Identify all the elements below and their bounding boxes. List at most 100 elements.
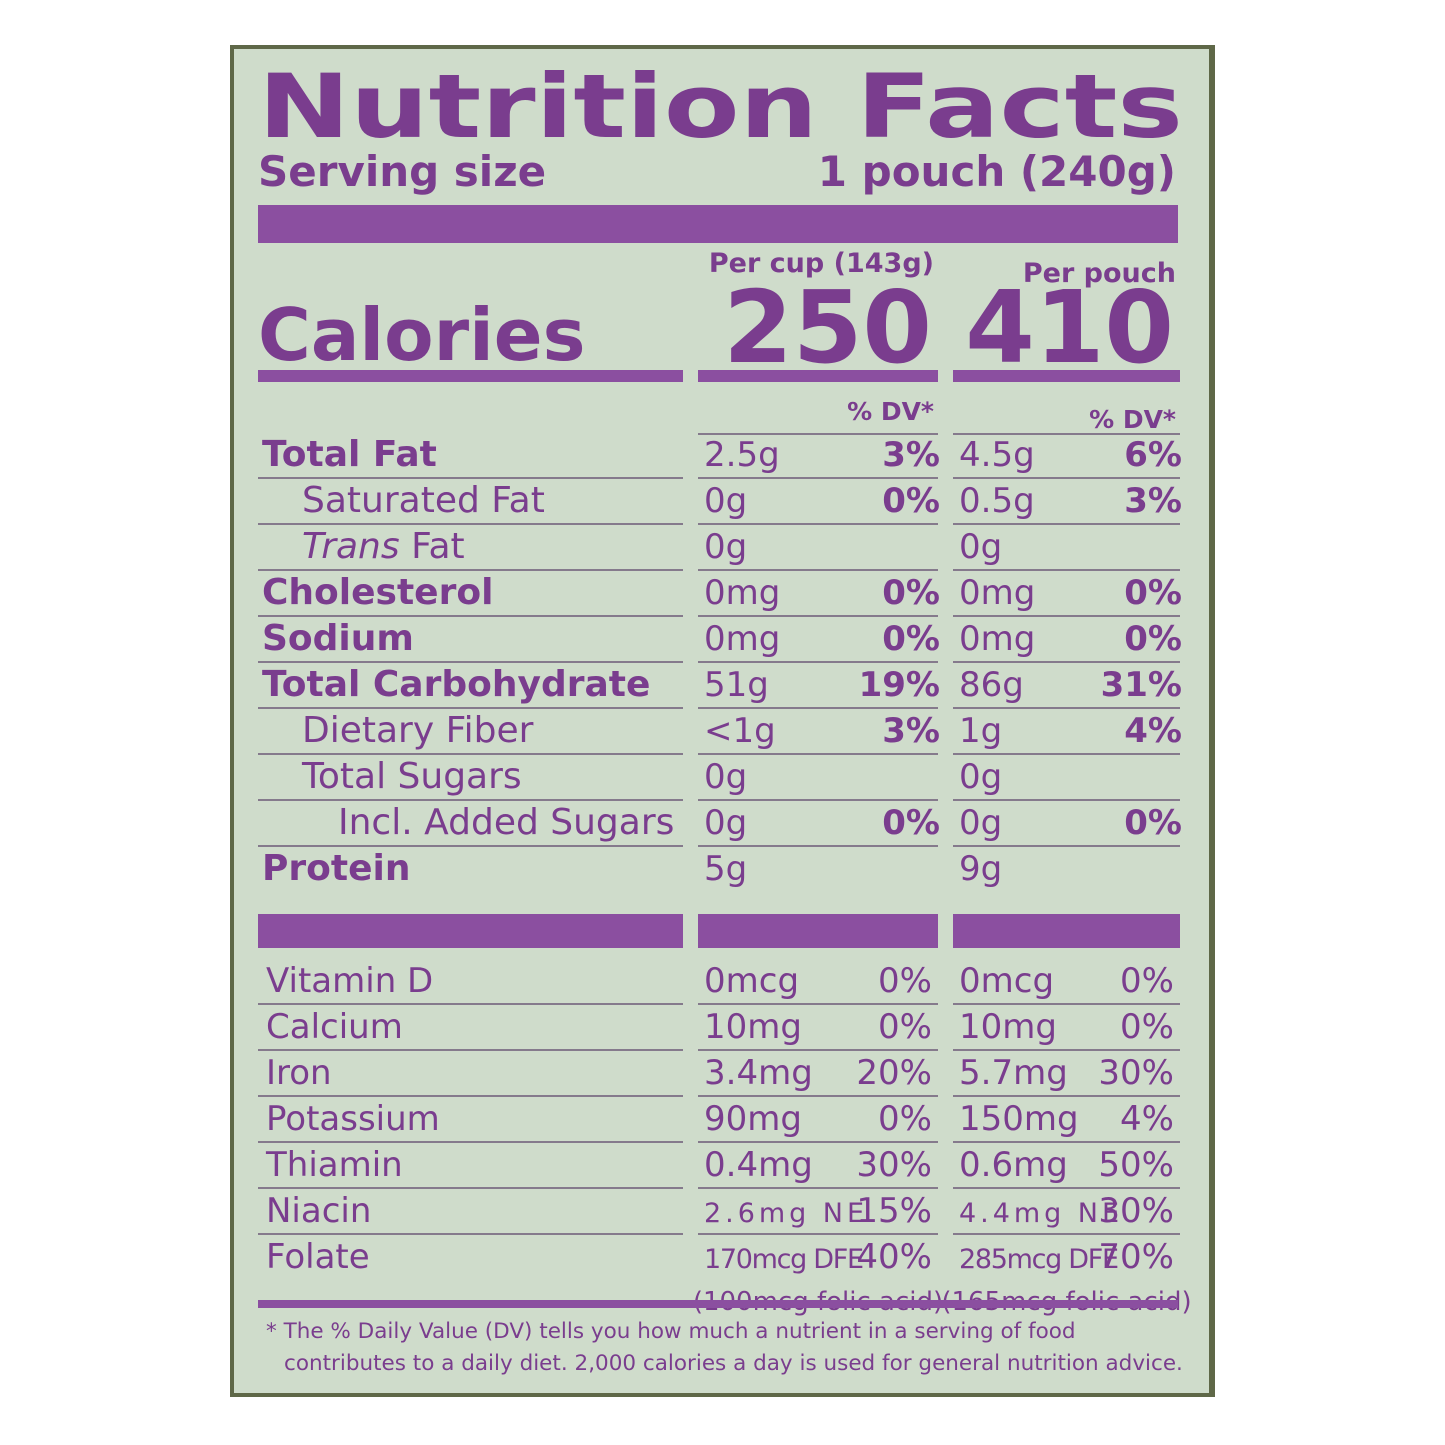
nutrient-name: Sodium: [262, 618, 414, 659]
amount: 9g: [959, 849, 1002, 889]
amount: 0g: [704, 527, 747, 567]
amount: 0g: [959, 803, 1002, 843]
amount: <1g: [704, 711, 776, 751]
amount: 0mg: [704, 573, 780, 613]
medium-bar: [698, 370, 938, 382]
nutrient-name-text: Fat: [400, 526, 465, 567]
amount: 4.4mg NE: [959, 1198, 1119, 1229]
nutrient-name-italic: Trans: [302, 526, 400, 567]
amount: 0.4mg: [704, 1145, 813, 1185]
dv-header: % DV*: [847, 397, 934, 426]
percent-dv: 30%: [1098, 1191, 1174, 1231]
amount: 150mg: [959, 1099, 1079, 1139]
amount: 0mg: [959, 619, 1035, 659]
amount: 4.5g: [959, 435, 1035, 475]
nutrient-name-text: Sodium: [262, 618, 414, 659]
amount: 51g: [704, 665, 769, 705]
vitamin-name: Vitamin D: [266, 961, 433, 1001]
medium-bar: [953, 370, 1180, 382]
vitamin-name: Potassium: [266, 1099, 440, 1139]
amount: 2.6mg NE: [704, 1198, 864, 1229]
percent-dv: 4%: [1124, 711, 1182, 751]
percent-dv: 50%: [1098, 1145, 1174, 1185]
nutrient-name-text: Cholesterol: [262, 572, 493, 613]
amount: 0mcg: [704, 961, 799, 1001]
percent-dv: 70%: [1098, 1237, 1174, 1277]
amount: 2.5g: [704, 435, 780, 475]
nutrient-name-text: Incl. Added Sugars: [338, 802, 674, 843]
amount: 0g: [959, 757, 1002, 797]
percent-dv: 20%: [856, 1053, 932, 1093]
nutrient-name-text: Total Carbohydrate: [262, 664, 650, 705]
nutrient-name: Protein: [262, 848, 410, 889]
percent-dv: 30%: [856, 1145, 932, 1185]
nutrient-name: Total Fat: [262, 434, 437, 475]
amount: 285mcg DFE: [959, 1244, 1119, 1275]
percent-dv: 0%: [882, 481, 940, 521]
amount: 0.5g: [959, 481, 1035, 521]
amount: 0g: [959, 527, 1002, 567]
nutrient-name-text: Total Sugars: [301, 756, 522, 797]
percent-dv: 0%: [1124, 619, 1182, 659]
amount: 0g: [704, 757, 747, 797]
amount: 0mg: [959, 573, 1035, 613]
percent-dv: 0%: [882, 573, 940, 613]
amount: 0g: [704, 481, 747, 521]
amount: 5.7mg: [959, 1053, 1068, 1093]
nutrient-name: Cholesterol: [262, 572, 493, 613]
percent-dv: 0%: [878, 1007, 932, 1047]
percent-dv: 0%: [1124, 803, 1182, 843]
nutrient-name-text: Saturated Fat: [302, 480, 545, 521]
amount: 90mg: [704, 1099, 802, 1139]
amount: 10mg: [959, 1007, 1057, 1047]
medium-bar: [698, 914, 938, 948]
medium-bar: [258, 914, 683, 948]
percent-dv: 0%: [882, 619, 940, 659]
vitamin-name: Niacin: [266, 1191, 371, 1231]
label-panel: [234, 49, 1209, 1393]
percent-dv: 4%: [1120, 1099, 1174, 1139]
calories-value: 410: [965, 269, 1174, 386]
medium-bar: [258, 370, 683, 382]
calories-label: Calories: [258, 293, 585, 377]
amount: 170mcg DFE: [704, 1244, 864, 1275]
column-header: Per pouch: [1023, 258, 1176, 289]
nutrient-name-text: Protein: [262, 848, 410, 889]
percent-dv: 19%: [859, 665, 940, 705]
serving-label: Serving size: [258, 147, 546, 196]
dv-header: % DV*: [1089, 405, 1176, 434]
nutrient-name: Dietary Fiber: [302, 710, 534, 751]
percent-dv: 31%: [1101, 665, 1182, 705]
thick-bar: [258, 205, 1178, 243]
amount: 0g: [704, 803, 747, 843]
percent-dv: 40%: [856, 1237, 932, 1277]
percent-dv: 0%: [1124, 573, 1182, 613]
column-header: Per cup (143g): [709, 248, 934, 279]
amount: 0mg: [704, 619, 780, 659]
nutrient-name-text: Total Fat: [262, 434, 437, 475]
amount: 10mg: [704, 1007, 802, 1047]
percent-dv: 3%: [882, 435, 940, 475]
amount: 0mcg: [959, 961, 1054, 1001]
serving-value: 1 pouch (240g): [818, 147, 1176, 196]
nutrient-name-text: Dietary Fiber: [302, 710, 534, 751]
calories-value: 250: [723, 269, 932, 386]
vitamin-name: Iron: [266, 1053, 332, 1093]
percent-dv: 6%: [1124, 435, 1182, 475]
vitamin-name: Thiamin: [265, 1145, 403, 1185]
percent-dv: 3%: [882, 711, 940, 751]
percent-dv: 0%: [1120, 1007, 1174, 1047]
percent-dv: 0%: [1120, 961, 1174, 1001]
medium-bar: [953, 914, 1180, 948]
percent-dv: 3%: [1124, 481, 1182, 521]
amount: 0.6mg: [959, 1145, 1068, 1185]
percent-dv: 30%: [1098, 1053, 1174, 1093]
nutrient-name: Total Carbohydrate: [262, 664, 650, 705]
vitamin-name: Calcium: [266, 1007, 403, 1047]
amount: 3.4mg: [704, 1053, 813, 1093]
percent-dv: 0%: [882, 803, 940, 843]
nutrient-name: Incl. Added Sugars: [338, 802, 674, 843]
amount: 1g: [959, 711, 1002, 751]
